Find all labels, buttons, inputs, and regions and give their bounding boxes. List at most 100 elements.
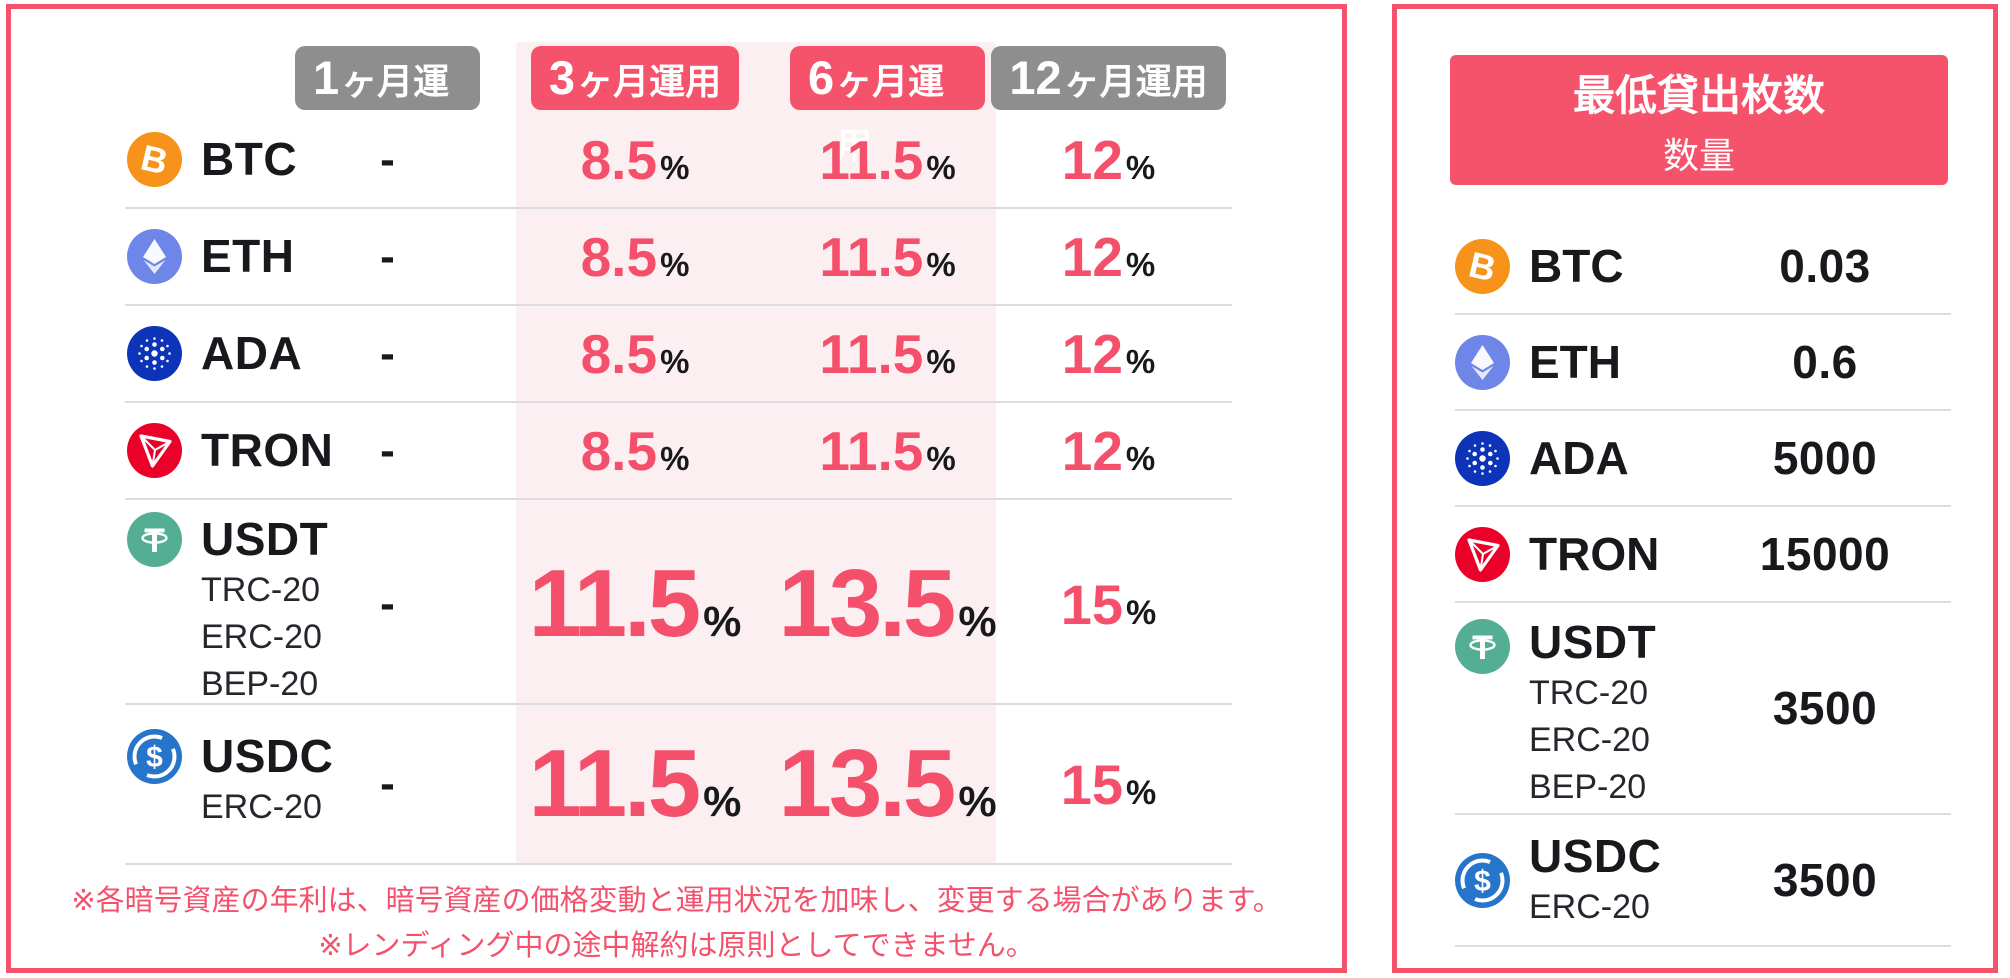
rate-tron-6m: 11.5% (819, 419, 956, 482)
rate-tron-3m: 8.5% (580, 419, 690, 482)
min-lending-header: 最低貸出枚数 数量 (1450, 55, 1948, 185)
rate-btc-12m: 12% (1061, 128, 1156, 191)
usdc-icon: $ (127, 729, 182, 784)
eth-icon (127, 229, 182, 284)
rate-usdc-1m: - (380, 759, 395, 808)
tron-icon (1455, 526, 1510, 582)
btc-icon: B (1455, 238, 1510, 294)
rate-tron-12m: 12% (1061, 419, 1156, 482)
min-amount: 3500 (1772, 682, 1878, 734)
header-cell-12month: 12 ヶ月運用 (985, 45, 1232, 110)
btc-icon: B (127, 132, 182, 187)
rate-usdt-1m: - (380, 579, 395, 628)
svg-text:T: T (1472, 629, 1493, 667)
header-cell-3month: 3 ヶ月運用 (480, 45, 790, 110)
coin-name: ADA (1529, 432, 1629, 484)
table-row-ada: ADA - 8.5% 11.5% 12% (125, 306, 1232, 403)
coin-name: BTC (201, 133, 298, 185)
coin-name: USDC (201, 730, 334, 782)
network-label: ERC-20 (201, 618, 322, 656)
rate-btc-6m: 11.5% (819, 128, 956, 191)
min-amount: 0.6 (1792, 336, 1858, 388)
table-row-usdt: T USDT TRC-20 ERC-20 BEP-20 - 11.5% 13.5… (125, 500, 1232, 705)
rate-eth-12m: 12% (1061, 225, 1156, 288)
coin-name: TRON (1529, 528, 1660, 580)
network-label: ERC-20 (1529, 888, 1650, 926)
coin-name: ADA (201, 327, 303, 379)
rate-eth-6m: 11.5% (819, 225, 956, 288)
table-row-eth: ETH - 8.5% 11.5% 12% (125, 209, 1232, 306)
table-row-btc: B BTC - 8.5% 11.5% 12% (125, 112, 1232, 209)
min-lending-subtitle: 数量 (1662, 134, 1735, 176)
min-amount: 5000 (1772, 432, 1878, 484)
rate-ada-1m: - (380, 328, 395, 378)
network-label: TRC-20 (1529, 674, 1649, 712)
table-row-usdc: $ USDC ERC-20 - 11.5% 13.5% 15% (125, 705, 1232, 865)
column-badge-6month: 6 ヶ月運用 (790, 45, 985, 166)
coin-name: ETH (201, 230, 295, 282)
min-row-btc: B BTC 0.03 (1455, 219, 1951, 315)
min-row-usdt: T USDT TRC-20 ERC-20 BEP-20 3500 (1455, 603, 1951, 815)
footnotes: ※各暗号資産の年利は、暗号資産の価格変動と運用状況を加味し、変更する場合がありま… (11, 879, 1342, 969)
note-line-1: ※各暗号資産の年利は、暗号資産の価格変動と運用状況を加味し、変更する場合がありま… (71, 885, 1282, 917)
rate-btc-1m: - (380, 134, 395, 184)
min-row-eth: ETH 0.6 (1455, 315, 1951, 411)
network-label: ERC-20 (1529, 721, 1650, 759)
coin-name: USDT (201, 513, 329, 565)
min-row-usdc: $ USDC ERC-20 3500 (1455, 815, 1951, 947)
network-label: ERC-20 (201, 788, 322, 826)
header-cell-6month: 6 ヶ月運用 (790, 45, 985, 166)
svg-text:T: T (144, 522, 165, 560)
min-lending-card: 最低貸出枚数 数量 B BTC 0.03 ETH 0.6 (1392, 4, 1998, 973)
rate-usdt-12m: 15% (1060, 572, 1157, 636)
rate-ada-12m: 12% (1061, 322, 1156, 385)
note-line-2: ※レンディング中の途中解約は原則としてできません。 (318, 930, 1035, 962)
rates-table: 1 ヶ月運用 3 ヶ月運用 6 ヶ月運用 12 ヶ月運用 B BTC (125, 45, 1232, 865)
min-amount: 3500 (1772, 854, 1878, 906)
table-row-tron: TRON - 8.5% 11.5% 12% (125, 403, 1232, 500)
rate-eth-3m: 8.5% (580, 225, 690, 288)
rate-usdt-3m: 11.5% (528, 550, 742, 657)
min-amount: 0.03 (1779, 240, 1871, 292)
coin-name-block: USDC ERC-20 (1529, 829, 1699, 931)
coin-name: ETH (1529, 336, 1621, 388)
ada-icon (127, 326, 182, 381)
svg-text:B: B (1465, 243, 1500, 289)
min-row-ada: ADA 5000 (1455, 411, 1951, 507)
usdt-icon: T (1455, 619, 1510, 674)
coin-name: USDC (1529, 830, 1662, 882)
coin-name: USDT (1529, 616, 1657, 668)
column-badge-3month: 3 ヶ月運用 (530, 45, 740, 110)
eth-icon (1455, 334, 1510, 390)
highlight-band (516, 42, 996, 864)
rate-usdc-3m: 11.5% (528, 730, 742, 837)
coin-name: BTC (1529, 240, 1624, 292)
rate-usdc-6m: 13.5% (778, 730, 997, 837)
ada-icon (1455, 430, 1510, 486)
rate-ada-3m: 8.5% (580, 322, 690, 385)
rate-tron-1m: - (380, 425, 395, 475)
header-cell-1month: 1 ヶ月運用 (295, 45, 480, 166)
min-lending-title: 最低貸出枚数 (1572, 71, 1825, 119)
rates-header-row: 1 ヶ月運用 3 ヶ月運用 6 ヶ月運用 12 ヶ月運用 (125, 45, 1232, 166)
min-row-tron: TRON 15000 (1455, 507, 1951, 603)
min-amount: 15000 (1759, 528, 1891, 580)
min-lending-table: B BTC 0.03 ETH 0.6 (1455, 219, 1951, 947)
rate-eth-1m: - (380, 231, 395, 281)
svg-text:$: $ (1474, 865, 1491, 898)
svg-text:B: B (137, 137, 172, 183)
network-label: BEP-20 (201, 665, 319, 703)
header-spacer (125, 45, 295, 110)
coin-name-block: USDT TRC-20 ERC-20 BEP-20 (1529, 615, 1699, 811)
svg-text:$: $ (146, 741, 163, 774)
network-label: TRC-20 (201, 571, 321, 609)
rate-ada-6m: 11.5% (819, 322, 956, 385)
coin-name: TRON (201, 424, 334, 476)
column-badge-1month: 1 ヶ月運用 (295, 45, 480, 166)
rate-usdt-6m: 13.5% (778, 550, 997, 657)
tron-icon (127, 423, 182, 478)
lending-rates-card: 1 ヶ月運用 3 ヶ月運用 6 ヶ月運用 12 ヶ月運用 B BTC (6, 4, 1347, 973)
usdc-icon: $ (1455, 852, 1510, 908)
network-label: BEP-20 (1529, 768, 1647, 806)
